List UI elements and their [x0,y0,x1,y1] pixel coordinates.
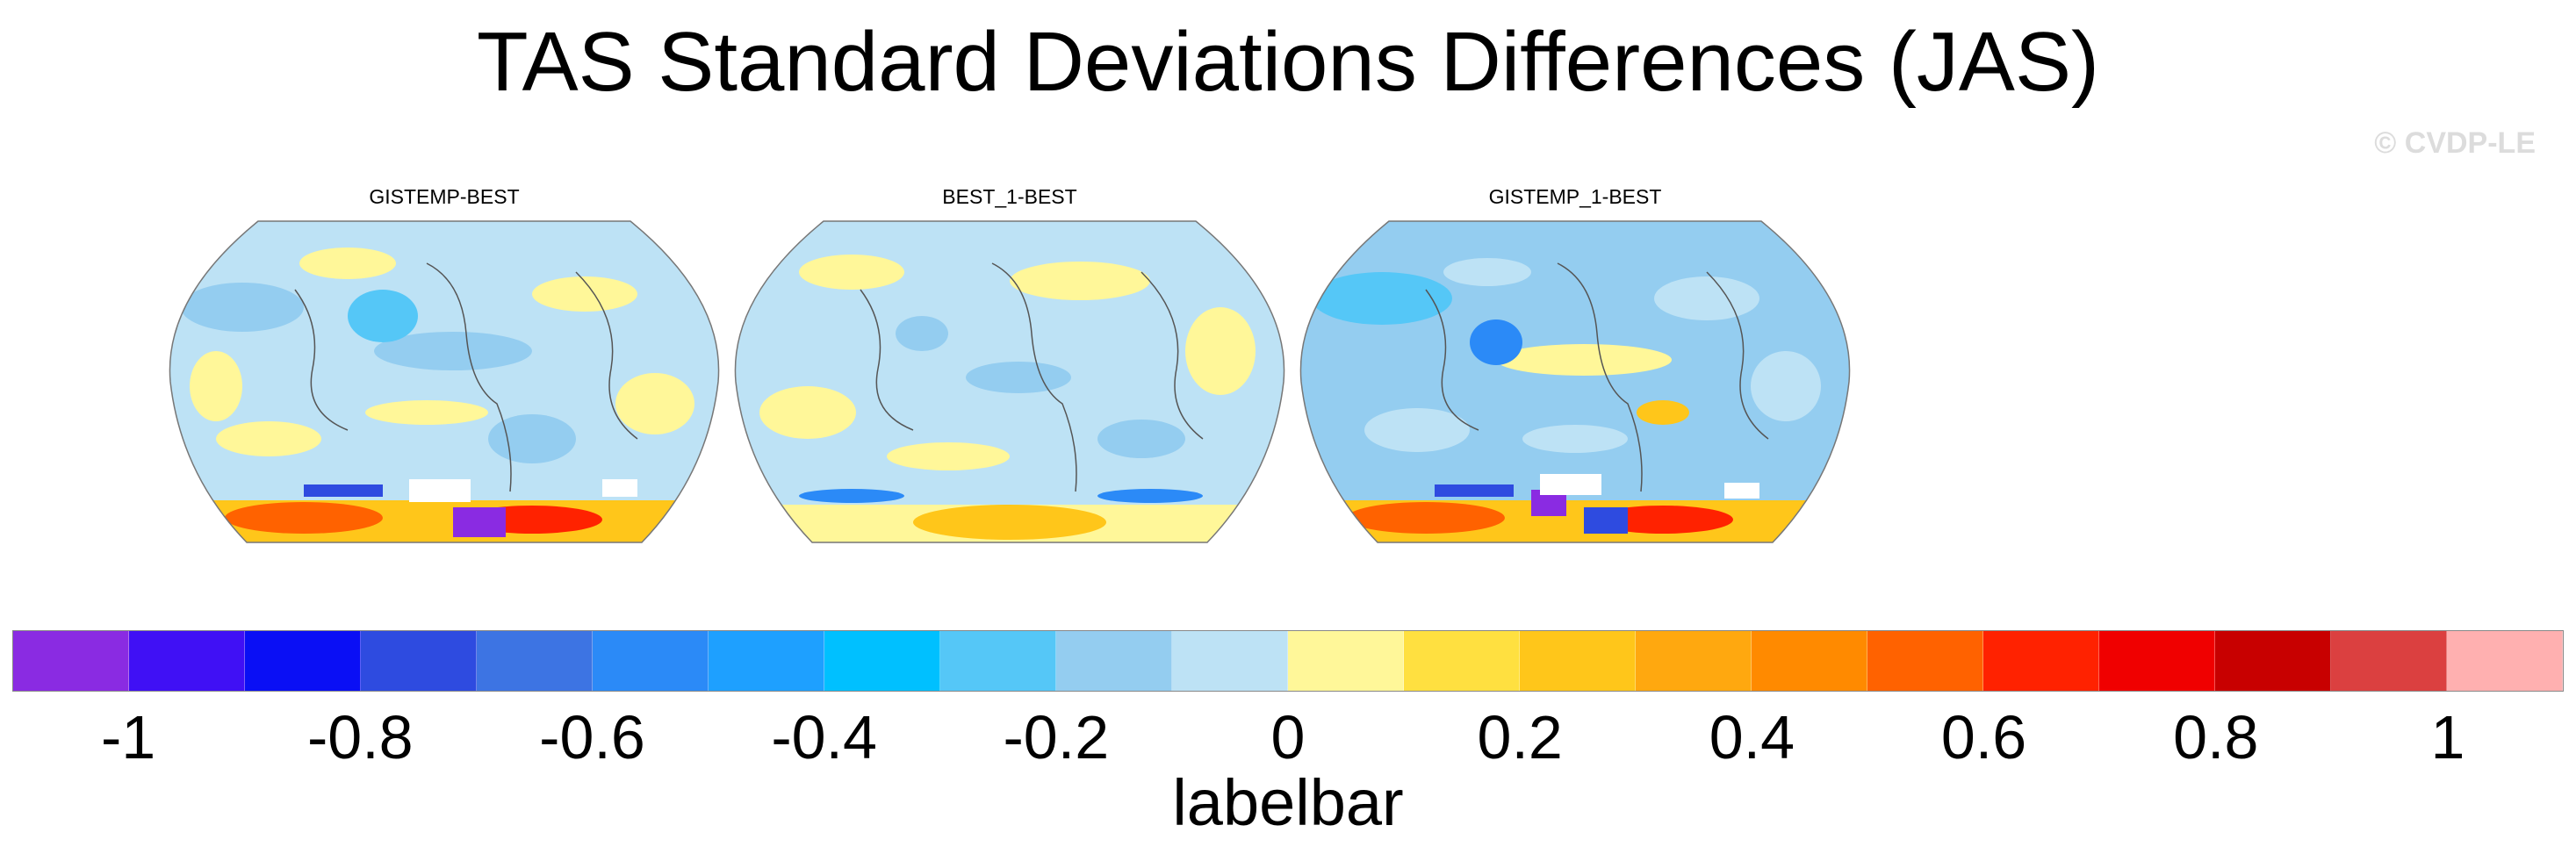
colorbar-swatch [1404,631,1520,691]
colorbar-swatch [1983,631,2099,691]
panel-title: GISTEMP_1-BEST [1488,185,1662,208]
colorbar-swatch [13,631,129,691]
map-panel-gistemp-best: GISTEMP-BEST [163,181,725,553]
colorbar-label: labelbar [1172,766,1404,839]
colorbar-swatch [824,631,940,691]
robinson-map [169,220,720,543]
colorbar-tick-label: -1 [100,703,156,771]
colorbar-tick-labels: -1 -0.8 -0.6 -0.4 -0.2 0 0.2 0.4 0.6 0.8 1 [0,702,2576,781]
colorbar-swatch [129,631,245,691]
robinson-map [1299,220,1851,543]
colorbar-swatch [477,631,593,691]
colorbar-swatch [1636,631,1752,691]
colorbar-swatch [1172,631,1288,691]
colorbar-tick-label: -0.2 [1003,703,1110,771]
figure-title: TAS Standard Deviations Differences (JAS… [477,15,2099,109]
colorbar-tick-label: 0.4 [1709,703,1795,771]
colorbar-swatch [2215,631,2331,691]
cvdp-watermark: © CVDP-LE [2374,126,2536,160]
colorbar-tick-label: -0.6 [539,703,645,771]
colorbar-swatch [1867,631,1983,691]
colorbar-swatch [1520,631,1636,691]
colorbar-tick-label: 0.2 [1477,703,1563,771]
colorbar [12,630,2564,692]
colorbar-tick-label: 1 [2430,703,2465,771]
colorbar-swatch [593,631,709,691]
map-panel-gistemp-1-best: GISTEMP_1-BEST [1294,181,1856,553]
panel-title: GISTEMP-BEST [369,185,520,208]
colorbar-swatch [1288,631,1404,691]
colorbar-swatch [2099,631,2215,691]
colorbar-swatch [709,631,824,691]
map-panel-best-1-best: BEST_1-BEST [729,181,1291,553]
colorbar-swatch [2447,631,2563,691]
colorbar-tick-label: -0.8 [306,703,414,771]
colorbar-tick-label: 0 [1270,703,1306,771]
colorbar-swatch [1056,631,1172,691]
colorbar-swatch [940,631,1056,691]
colorbar-swatch [2331,631,2447,691]
colorbar-swatch [361,631,477,691]
robinson-map [734,220,1285,543]
colorbar-tick-label: -0.4 [771,703,877,771]
colorbar-swatch [1752,631,1867,691]
panel-title: BEST_1-BEST [942,185,1077,208]
colorbar-swatch [245,631,361,691]
colorbar-tick-label: 0.8 [2173,703,2259,771]
colorbar-tick-label: 0.6 [1940,703,2027,771]
